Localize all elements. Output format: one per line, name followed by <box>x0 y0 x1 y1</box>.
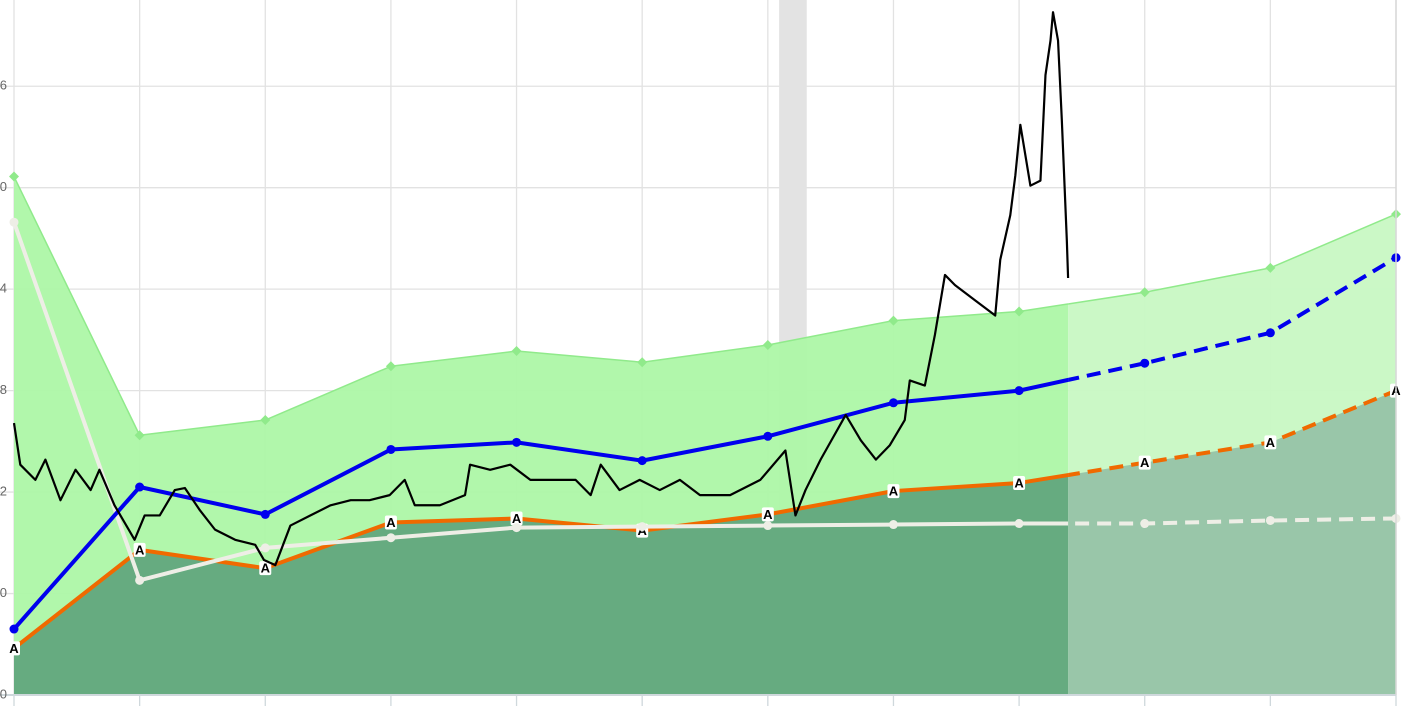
point <box>1140 358 1150 368</box>
point <box>512 523 522 533</box>
point <box>637 522 647 532</box>
y-tick-label: 4 <box>0 281 7 296</box>
y-tick-label: 0 <box>0 585 7 600</box>
point <box>888 398 898 408</box>
y-tick-label: 8 <box>0 382 7 397</box>
point <box>763 431 773 441</box>
area <box>14 475 1069 695</box>
line <box>13 176 1069 437</box>
marker-box <box>133 542 146 557</box>
point <box>637 456 647 466</box>
line <box>1068 388 1397 478</box>
marker-label: A <box>763 507 773 522</box>
point <box>386 533 396 543</box>
line <box>12 221 1069 583</box>
marker-box <box>1013 475 1026 490</box>
marker-label: A <box>9 641 19 656</box>
point <box>888 520 898 530</box>
marker-label: A <box>386 515 396 530</box>
point <box>9 624 19 634</box>
marker-box <box>887 484 900 499</box>
point <box>1140 519 1150 529</box>
point <box>135 575 145 585</box>
marker-label: A <box>512 511 522 526</box>
marker-label: A <box>1266 435 1276 450</box>
line <box>1068 213 1397 305</box>
y-tick-label: 2 <box>0 484 7 499</box>
marker-box <box>1264 435 1277 450</box>
diamond-marker <box>385 361 396 372</box>
diamond-marker <box>762 339 773 350</box>
diamond-marker <box>1014 306 1025 317</box>
line <box>12 377 1069 631</box>
point <box>9 217 19 227</box>
marker-box <box>259 561 272 576</box>
point <box>1265 515 1275 525</box>
price-line <box>12 11 1070 567</box>
marker-label: A <box>889 484 899 499</box>
marker-box <box>510 511 523 526</box>
diamond-marker <box>511 346 522 357</box>
point <box>512 437 522 447</box>
marker-label: A <box>135 542 145 557</box>
marker-label: A <box>1140 455 1150 470</box>
line <box>12 473 1069 650</box>
diamond-marker <box>1139 287 1150 298</box>
point <box>135 482 145 492</box>
point <box>386 444 396 454</box>
diamond-marker <box>9 171 19 182</box>
y-tick-label: 0 <box>0 179 7 194</box>
diamond-marker <box>260 415 271 426</box>
diamond-marker <box>1265 262 1276 273</box>
point <box>763 521 773 531</box>
point <box>260 509 270 519</box>
diamond-marker <box>888 315 899 326</box>
point <box>1014 519 1024 529</box>
line <box>1068 516 1397 526</box>
point <box>1014 386 1024 396</box>
diamond-marker <box>637 357 648 368</box>
y-tick-label: 6 <box>0 78 7 93</box>
marker-box <box>8 641 20 656</box>
diamond-marker <box>134 430 145 441</box>
marker-box <box>761 507 774 522</box>
y-tick-label: 0 <box>0 686 7 701</box>
marker-box <box>1138 455 1151 470</box>
point <box>1265 328 1275 338</box>
marker-label: A <box>261 561 271 576</box>
marker-box <box>384 515 397 530</box>
marker-label: A <box>1014 475 1024 490</box>
point <box>260 543 270 553</box>
